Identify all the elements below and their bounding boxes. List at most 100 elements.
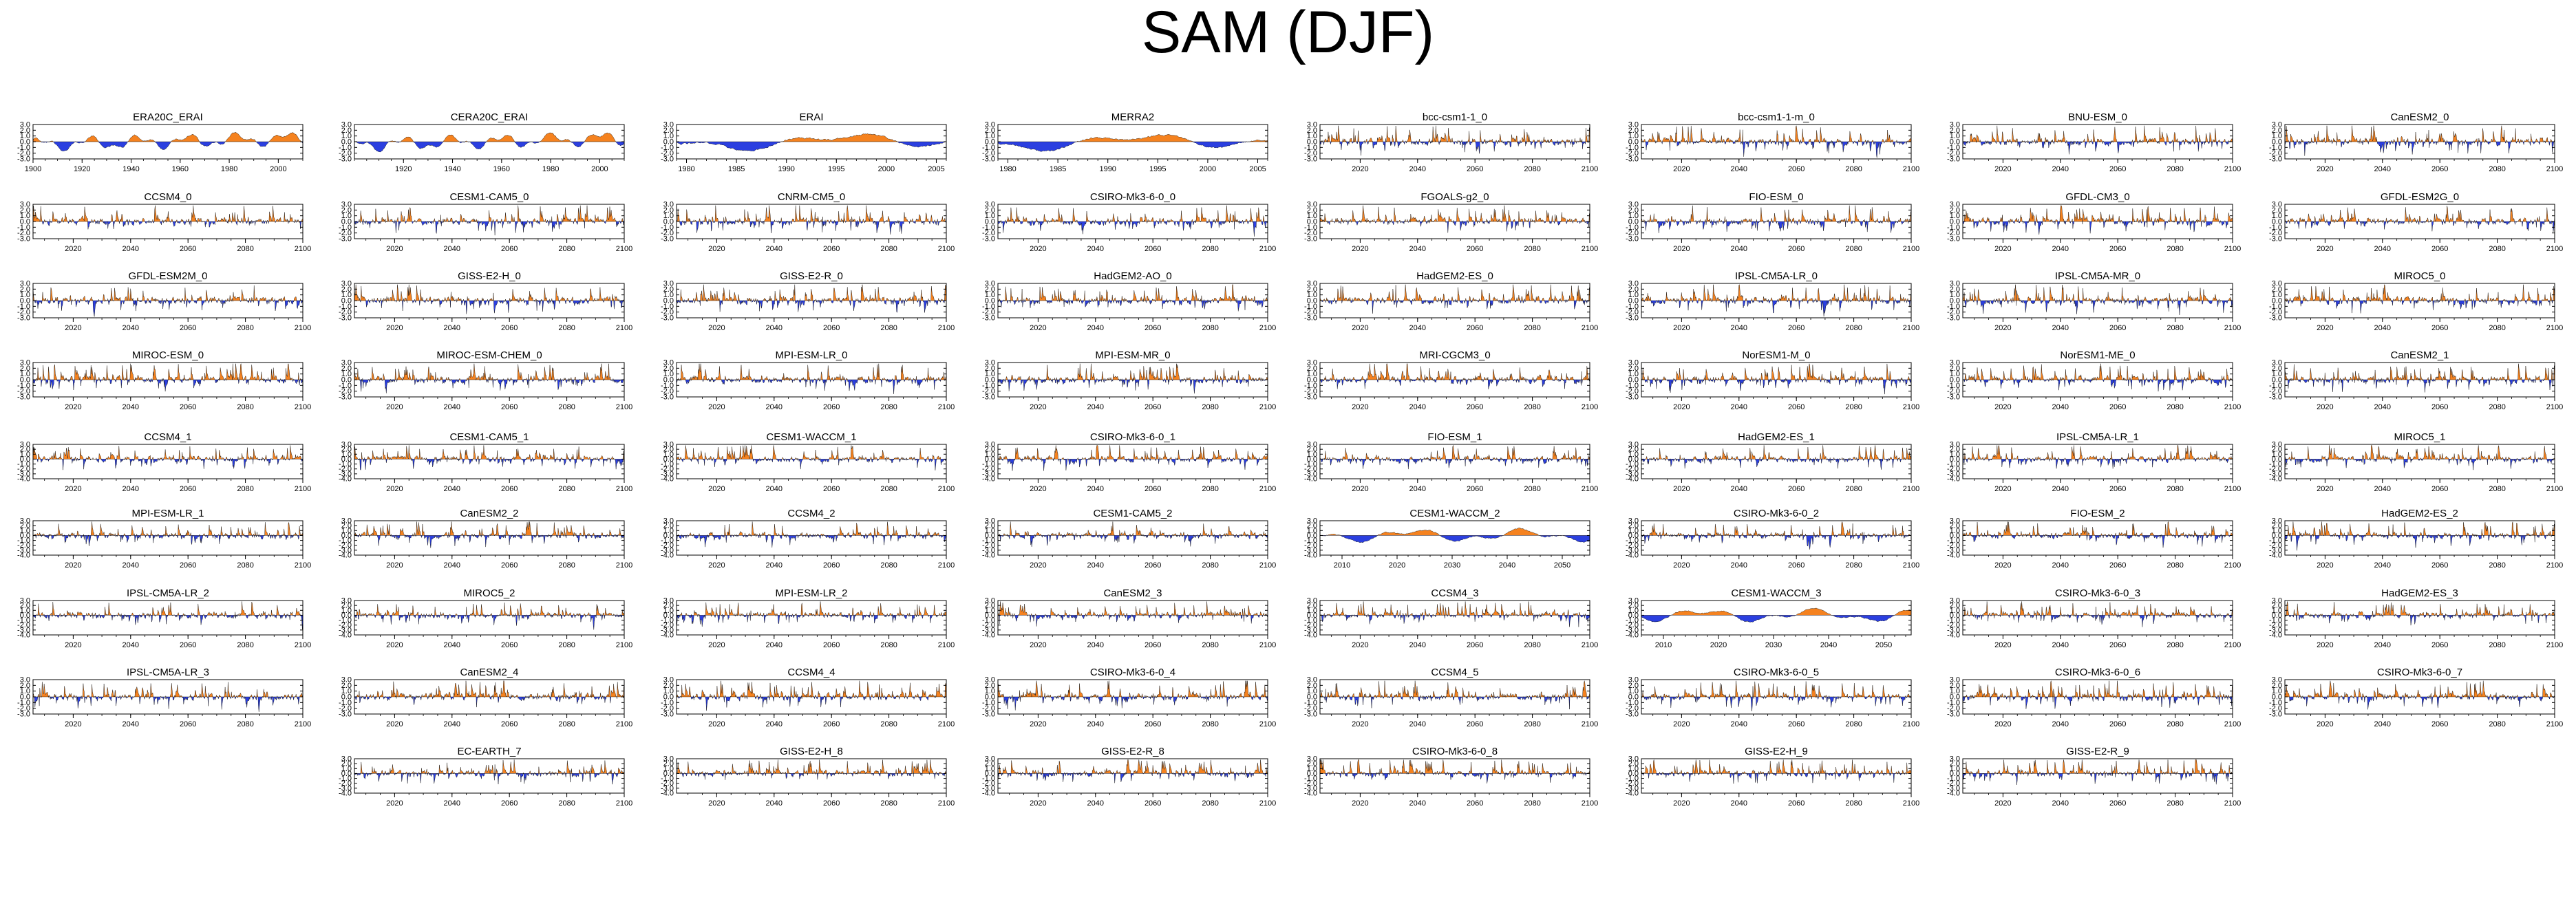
y-tick-label: 2.0 xyxy=(985,760,995,768)
y-tick-label: 0.0 xyxy=(663,532,674,540)
x-tick-label: 2020 xyxy=(2317,245,2333,253)
y-tick-label: -1.0 xyxy=(339,382,352,390)
x-tick-label: 2100 xyxy=(1582,165,1598,173)
y-tick-label: -4.0 xyxy=(1947,475,1960,484)
y-tick-label: -2.0 xyxy=(17,465,30,473)
x-tick-label: 2060 xyxy=(1467,245,1483,253)
y-tick-label: -3.0 xyxy=(661,314,674,323)
y-tick-label: 1.0 xyxy=(2272,687,2282,695)
x-tick-label: 1980 xyxy=(542,165,559,173)
x-tick-label: 2020 xyxy=(386,641,403,649)
y-tick-label: 3.0 xyxy=(2272,201,2282,209)
chart-panel: GISS-E2-H_0 -3.0-2.0-1.00.01.02.03.0 2020 2… xyxy=(339,270,632,332)
y-tick-label: -1.0 xyxy=(1947,460,1960,468)
series-line xyxy=(33,205,303,230)
x-tick-label: 2040 xyxy=(1087,403,1104,411)
y-tick-label: -3.0 xyxy=(1626,626,1639,634)
x-tick-label: 2020 xyxy=(708,641,725,649)
chart-panel: CanESM2_2 -4.0-3.0-2.0-1.00.01.02.03.0 202… xyxy=(339,508,632,570)
x-tick-label: 1995 xyxy=(828,165,844,173)
series-line xyxy=(677,445,946,471)
negative-area xyxy=(33,535,303,546)
plot-frame xyxy=(1962,600,2233,636)
y-tick-label: 1.0 xyxy=(341,132,352,140)
x-tick-label: 2040 xyxy=(2374,165,2391,173)
x-tick-label: 2040 xyxy=(1087,720,1104,728)
plot-frame xyxy=(1641,600,1912,636)
x-tick-label: 2100 xyxy=(1582,403,1598,411)
x-tick-label: 2080 xyxy=(237,641,253,649)
y-tick-label: 3.0 xyxy=(2272,676,2282,684)
x-tick-label: 2020 xyxy=(1030,720,1046,728)
panel-title: CCSM4_3 xyxy=(1431,587,1478,599)
negative-area xyxy=(2285,301,2555,314)
y-tick-label: 1.0 xyxy=(663,212,674,220)
y-tick-label: 3.0 xyxy=(2272,597,2282,605)
plot-frame xyxy=(1319,758,1590,794)
negative-area xyxy=(36,459,303,471)
positive-area xyxy=(1963,284,2233,301)
x-tick-label: 2080 xyxy=(880,324,897,332)
chart-panel: CCSM4_3 -4.0-3.0-2.0-1.00.01.02.03.0 2020 2… xyxy=(1304,587,1598,649)
x-tick-label: 2100 xyxy=(2224,561,2241,570)
y-tick-label: 1.0 xyxy=(20,132,30,140)
y-tick-label: 3.0 xyxy=(663,597,674,605)
series-line xyxy=(354,205,624,236)
panel-title: CanESM2_4 xyxy=(460,667,518,678)
panel-title: CSIRO-Mk3-6-0_6 xyxy=(2055,667,2140,678)
y-tick-label: 2.0 xyxy=(1628,760,1639,768)
y-tick-label: 1.0 xyxy=(1950,370,1960,378)
x-tick-label: 2040 xyxy=(766,561,783,570)
y-tick-label: 1.0 xyxy=(2272,370,2282,378)
y-tick-label: 3.0 xyxy=(663,201,674,209)
series-line xyxy=(998,363,1268,394)
x-tick-label: 2020 xyxy=(2317,165,2333,173)
x-tick-label: 2080 xyxy=(1845,324,1862,332)
x-tick-label: 2060 xyxy=(1145,799,1161,808)
y-tick-label: 1.0 xyxy=(1628,765,1639,773)
x-tick-label: 2100 xyxy=(1259,485,1276,493)
x-tick-label: 2080 xyxy=(237,245,253,253)
chart-panel: CESM1-CAM5_2 -4.0-3.0-2.0-1.00.01.02.03.0… xyxy=(982,508,1276,570)
chart-panel: CSIRO-Mk3-6-0_2 -4.0-3.0-2.0-1.00.01.02.0… xyxy=(1626,508,1919,570)
x-tick-label: 2080 xyxy=(880,403,897,411)
x-tick-label: 1980 xyxy=(999,165,1016,173)
y-tick-label: 0.0 xyxy=(985,532,995,540)
y-tick-label: -3.0 xyxy=(982,546,995,554)
chart-panel: FIO-ESM_2 -4.0-3.0-2.0-1.00.01.02.03.0 202… xyxy=(1947,508,2241,570)
negative-area xyxy=(354,615,624,630)
y-tick-label: -2.0 xyxy=(982,465,995,473)
y-tick-label: 1.0 xyxy=(1307,212,1317,220)
y-tick-label: 2.0 xyxy=(1950,602,1960,610)
x-tick-label: 2100 xyxy=(2546,561,2563,570)
x-tick-label: 2060 xyxy=(2109,641,2126,649)
y-tick-label: -1.0 xyxy=(661,303,674,311)
y-tick-label: 1.0 xyxy=(1307,291,1317,299)
y-tick-label: 2.0 xyxy=(2272,602,2282,610)
x-tick-label: 2100 xyxy=(2224,245,2241,253)
x-tick-label: 2000 xyxy=(591,165,608,173)
x-tick-label: 2100 xyxy=(1259,245,1276,253)
x-tick-label: 2080 xyxy=(1202,485,1218,493)
y-tick-label: 3.0 xyxy=(341,676,352,684)
y-tick-label: 2.0 xyxy=(341,127,352,135)
positive-area xyxy=(354,133,624,142)
x-tick-label: 2020 xyxy=(1994,403,2011,411)
x-tick-label: 2060 xyxy=(2109,165,2126,173)
positive-area xyxy=(1320,363,1590,380)
x-tick-label: 2100 xyxy=(2546,720,2563,728)
panel-title: HadGEM2-ES_0 xyxy=(1416,270,1493,282)
plot-frame xyxy=(2284,520,2555,556)
y-tick-label: -1.0 xyxy=(1626,616,1639,625)
chart-panel: CCSM4_5 -3.0-2.0-1.00.01.02.03.0 2020 2040 2… xyxy=(1304,667,1598,728)
series-line xyxy=(2285,680,2555,710)
positive-area xyxy=(998,134,1268,142)
y-tick-label: -3.0 xyxy=(2269,235,2282,244)
x-tick-label: 2060 xyxy=(823,403,840,411)
series-line xyxy=(354,284,624,314)
x-tick-label: 2060 xyxy=(180,561,196,570)
x-tick-label: 2080 xyxy=(1524,165,1540,173)
x-tick-label: 2100 xyxy=(2546,245,2563,253)
panel-title: MPI-ESM-LR_1 xyxy=(131,508,204,519)
